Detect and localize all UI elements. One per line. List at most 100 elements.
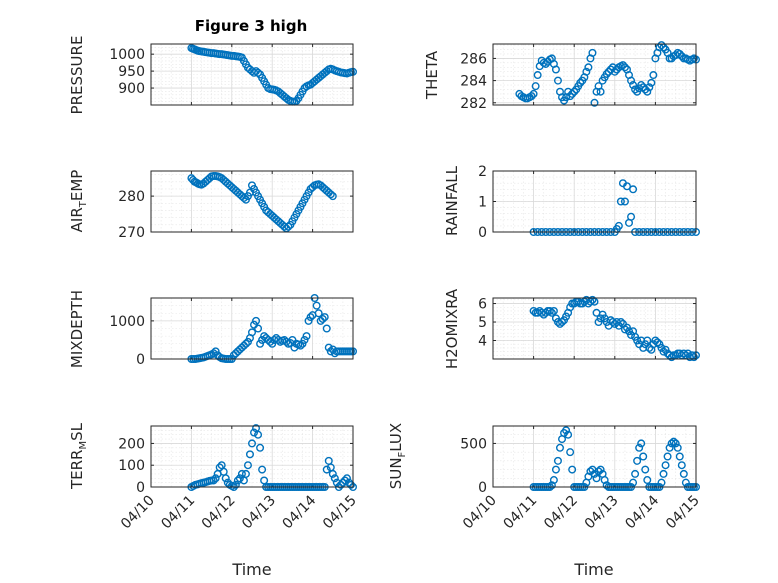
plot-theta: THETA 282 284 286	[423, 41, 700, 112]
data-point	[637, 439, 646, 448]
data-point	[629, 81, 638, 90]
data-point	[320, 313, 329, 322]
data-point	[637, 81, 646, 90]
xlabel-time-left: Time	[231, 560, 271, 579]
y-tick-label-h2omixra: 5	[478, 315, 487, 331]
y-tick-label-sun-flux: 0	[478, 480, 487, 496]
xlabel-time-right: Time	[573, 560, 613, 579]
data-point	[643, 336, 652, 345]
data-point	[268, 339, 277, 348]
data-point	[302, 332, 311, 341]
y-tick-label-terr-msl: 100	[118, 458, 145, 474]
data-point	[596, 465, 605, 474]
data-point	[681, 478, 690, 487]
series-pressure	[187, 44, 357, 106]
data-point	[247, 328, 256, 337]
x-tick-label-terr-msl: 04/10	[118, 493, 158, 533]
data-point	[209, 349, 218, 358]
series-air-temp	[187, 172, 337, 233]
data-point	[328, 469, 337, 478]
ylabel-pressure: PRESSURE	[68, 36, 86, 115]
y-tick-label-mixdepth: 0	[136, 352, 145, 368]
data-point	[252, 316, 261, 325]
data-point	[555, 443, 564, 452]
x-tick-label-sun-flux: 04/15	[663, 493, 703, 533]
data-point	[346, 480, 355, 489]
data-point	[296, 341, 305, 350]
x-tick-label-terr-msl: 04/14	[280, 492, 320, 532]
data-point	[665, 443, 674, 452]
x-tick-label-sun-flux: 04/10	[460, 493, 500, 533]
data-point	[336, 480, 345, 489]
data-point	[659, 347, 668, 356]
data-point	[677, 461, 686, 470]
x-tick-label-terr-msl: 04/13	[239, 493, 279, 533]
axes-box-sun-flux	[492, 425, 697, 488]
data-point	[643, 476, 652, 485]
data-point	[590, 98, 599, 107]
data-point	[669, 437, 678, 446]
data-point	[549, 476, 558, 485]
data-point	[568, 89, 577, 98]
data-point	[318, 314, 327, 323]
data-point	[531, 82, 540, 91]
x-tick-label-sun-flux: 04/11	[501, 493, 541, 533]
data-point	[527, 92, 536, 101]
data-point	[566, 448, 575, 457]
data-point	[551, 465, 560, 474]
series-theta	[515, 41, 700, 107]
x-tick-label-sun-flux: 04/12	[541, 493, 581, 533]
data-point	[541, 59, 550, 68]
data-point	[647, 78, 656, 87]
y-tick-label-rainfall: 2	[478, 164, 487, 180]
data-point	[258, 465, 267, 474]
data-point	[616, 318, 625, 327]
x-tick-label-sun-flux: 04/14	[622, 492, 662, 532]
data-point	[576, 78, 585, 87]
data-point	[340, 476, 349, 485]
data-point	[675, 452, 684, 461]
data-point	[344, 478, 353, 487]
data-point	[657, 41, 666, 50]
data-point	[256, 443, 265, 452]
figure-title: Figure 3 high	[195, 17, 308, 35]
data-point	[627, 76, 636, 85]
data-point	[629, 185, 638, 194]
data-point	[330, 474, 339, 483]
data-point	[610, 67, 619, 76]
data-point	[649, 71, 658, 80]
ylabel-terr-msl: TERRMSL	[68, 422, 89, 490]
data-point	[324, 343, 333, 352]
data-point	[667, 353, 676, 362]
axes-box-rainfall	[492, 170, 697, 233]
y-tick-label-pressure: 1000	[109, 47, 145, 63]
data-point	[235, 474, 244, 483]
y-tick-label-pressure: 900	[118, 81, 145, 97]
data-point	[211, 347, 220, 356]
data-point	[247, 439, 256, 448]
data-point	[221, 474, 230, 483]
y-tick-label-pressure: 950	[118, 64, 145, 80]
data-point	[326, 190, 335, 199]
y-tick-label-mixdepth: 1000	[109, 314, 145, 330]
data-point	[582, 67, 591, 76]
x-tick-label-terr-msl: 04/15	[320, 493, 360, 533]
data-point	[568, 465, 577, 474]
data-point	[284, 222, 293, 231]
data-point	[657, 478, 666, 487]
axes-box-h2omixra	[492, 297, 697, 360]
data-point	[239, 193, 248, 202]
data-point	[328, 192, 337, 201]
data-point	[209, 476, 218, 485]
data-point	[639, 452, 648, 461]
data-point	[245, 450, 254, 459]
data-point	[553, 76, 562, 85]
axes-box-theta	[492, 43, 697, 106]
data-point	[592, 474, 601, 483]
data-point	[533, 71, 542, 80]
data-point	[312, 301, 321, 310]
data-point	[266, 337, 275, 346]
data-point	[300, 335, 309, 344]
data-point	[602, 69, 611, 78]
